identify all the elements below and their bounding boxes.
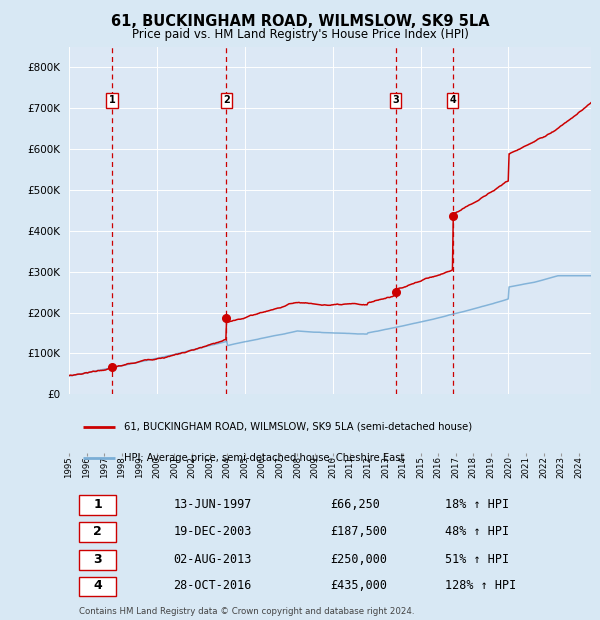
Text: £187,500: £187,500 [330,525,387,538]
Text: 2: 2 [223,95,230,105]
Text: 2: 2 [94,525,102,538]
Text: 1: 1 [109,95,115,105]
Text: 13-JUN-1997: 13-JUN-1997 [173,498,252,511]
Text: £250,000: £250,000 [330,553,387,566]
Text: 28-OCT-2016: 28-OCT-2016 [173,580,252,593]
Text: 19-DEC-2003: 19-DEC-2003 [173,525,252,538]
Text: 4: 4 [449,95,456,105]
Text: £435,000: £435,000 [330,580,387,593]
Text: Price paid vs. HM Land Registry's House Price Index (HPI): Price paid vs. HM Land Registry's House … [131,28,469,41]
Text: 128% ↑ HPI: 128% ↑ HPI [445,580,516,593]
Text: 48% ↑ HPI: 48% ↑ HPI [445,525,509,538]
Text: 3: 3 [94,553,102,566]
Text: 4: 4 [94,580,102,593]
Text: 1: 1 [94,498,102,511]
Text: 3: 3 [392,95,399,105]
Text: 51% ↑ HPI: 51% ↑ HPI [445,553,509,566]
FancyBboxPatch shape [79,522,116,542]
Text: £66,250: £66,250 [330,498,380,511]
Text: 18% ↑ HPI: 18% ↑ HPI [445,498,509,511]
FancyBboxPatch shape [79,550,116,570]
Text: Contains HM Land Registry data © Crown copyright and database right 2024.: Contains HM Land Registry data © Crown c… [79,607,415,616]
Text: 61, BUCKINGHAM ROAD, WILMSLOW, SK9 5LA: 61, BUCKINGHAM ROAD, WILMSLOW, SK9 5LA [110,14,490,29]
Text: 02-AUG-2013: 02-AUG-2013 [173,553,252,566]
FancyBboxPatch shape [79,577,116,596]
FancyBboxPatch shape [79,495,116,515]
Text: 61, BUCKINGHAM ROAD, WILMSLOW, SK9 5LA (semi-detached house): 61, BUCKINGHAM ROAD, WILMSLOW, SK9 5LA (… [124,422,472,432]
Text: HPI: Average price, semi-detached house, Cheshire East: HPI: Average price, semi-detached house,… [124,453,404,463]
